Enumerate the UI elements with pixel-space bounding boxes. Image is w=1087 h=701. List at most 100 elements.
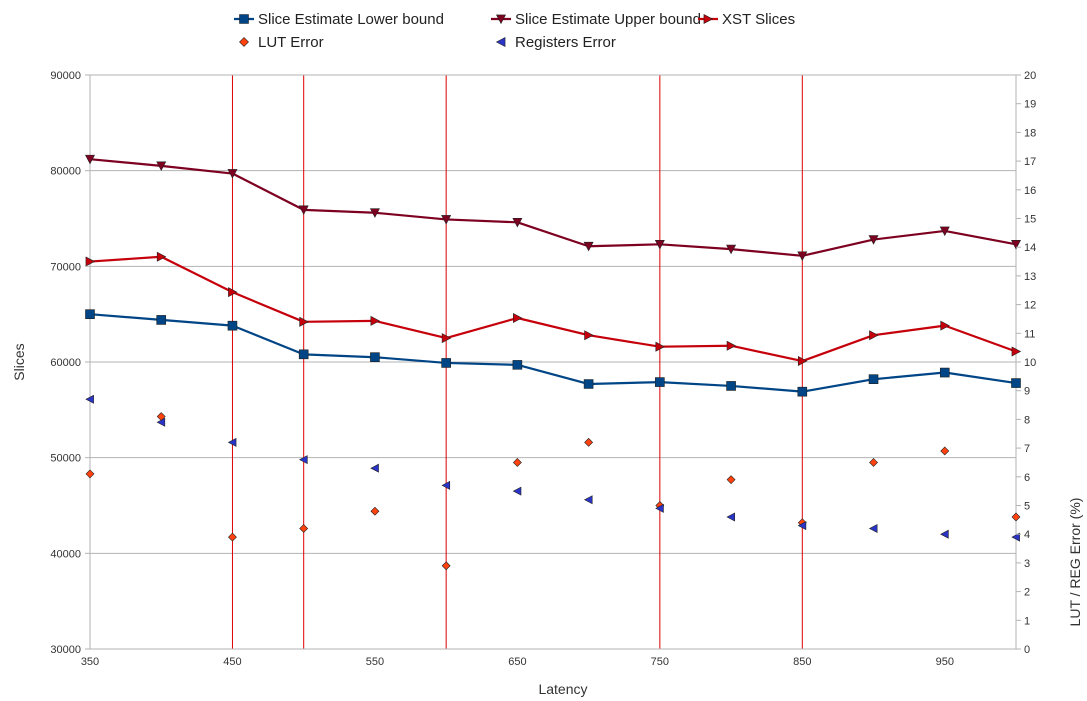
legend-label-lut-error: LUT Error — [258, 34, 324, 51]
marker-registers-error-500 — [299, 455, 308, 465]
marker-registers-error-350 — [85, 394, 94, 404]
legend-marker-slice-estimate-lower-bound — [239, 14, 249, 24]
marker-registers-error-850 — [797, 521, 807, 531]
x-tick-label-950: 950 — [936, 656, 954, 668]
marker-lut-error-600 — [441, 561, 451, 571]
marker-xst-slices-800 — [726, 340, 737, 351]
y2-tick-label-17: 17 — [1024, 156, 1036, 168]
x-tick-label-850: 850 — [793, 656, 811, 668]
marker-registers-error-550 — [370, 463, 379, 473]
marker-registers-error-750 — [655, 503, 664, 513]
y2-tick-label-12: 12 — [1024, 300, 1036, 312]
y-tick-label-90000: 90000 — [50, 70, 81, 82]
marker-registers-error-950 — [940, 529, 949, 539]
legend-label-slice-estimate-lower-bound: Slice Estimate Lower bound — [258, 11, 444, 28]
marker-xst-slices-350 — [85, 256, 96, 267]
marker-slice-estimate-upper-bound-900 — [868, 235, 879, 245]
y2-tick-label-14: 14 — [1024, 242, 1036, 254]
y2-tick-label-4: 4 — [1024, 529, 1030, 541]
y2-tick-label-13: 13 — [1024, 271, 1036, 283]
y-tick-label-40000: 40000 — [50, 548, 81, 560]
y-tick-label-50000: 50000 — [50, 453, 81, 465]
marker-registers-error-450 — [227, 437, 237, 447]
marker-xst-slices-600 — [441, 333, 452, 344]
marker-slice-estimate-lower-bound-1000 — [1011, 378, 1021, 388]
y2-tick-label-19: 19 — [1024, 99, 1036, 111]
y2-tick-label-16: 16 — [1024, 185, 1036, 197]
y2-tick-label-7: 7 — [1024, 443, 1030, 455]
marker-slice-estimate-upper-bound-950 — [939, 226, 950, 237]
y2-axis-title: LUT / REG Error (%) — [1067, 498, 1083, 627]
marker-lut-error-1000 — [1011, 512, 1021, 522]
y2-tick-label-3: 3 — [1024, 558, 1030, 570]
marker-xst-slices-650 — [513, 312, 523, 323]
marker-slice-estimate-lower-bound-750 — [655, 377, 665, 387]
marker-xst-slices-700 — [584, 330, 594, 341]
marker-slice-estimate-upper-bound-800 — [726, 244, 737, 255]
x-tick-label-750: 750 — [651, 656, 669, 668]
marker-slice-estimate-upper-bound-600 — [441, 215, 452, 225]
y2-tick-label-10: 10 — [1024, 357, 1036, 369]
y2-tick-label-8: 8 — [1024, 414, 1030, 426]
marker-lut-error-550 — [370, 506, 380, 516]
y2-tick-label-2: 2 — [1024, 587, 1030, 599]
y-axis-title: Slices — [11, 343, 27, 380]
marker-lut-error-700 — [584, 437, 594, 447]
marker-xst-slices-950 — [940, 320, 950, 331]
y2-tick-label-5: 5 — [1024, 501, 1030, 513]
marker-lut-error-350 — [85, 469, 95, 479]
marker-slice-estimate-lower-bound-700 — [583, 379, 594, 389]
marker-slice-estimate-upper-bound-550 — [369, 208, 380, 218]
legend-marker-slice-estimate-upper-bound — [496, 14, 506, 25]
marker-slice-estimate-lower-bound-650 — [512, 360, 523, 370]
marker-registers-error-400 — [156, 417, 166, 427]
y2-tick-label-11: 11 — [1024, 328, 1035, 340]
marker-slice-estimate-upper-bound-350 — [85, 154, 95, 165]
marker-slice-estimate-upper-bound-500 — [298, 205, 309, 216]
x-axis-title: Latency — [538, 681, 587, 697]
marker-xst-slices-400 — [156, 251, 167, 262]
legend-marker-lut-error — [239, 37, 249, 47]
y-tick-label-70000: 70000 — [50, 261, 81, 273]
marker-lut-error-500 — [299, 524, 309, 533]
marker-lut-error-650 — [512, 458, 522, 467]
y2-tick-label-0: 0 — [1024, 644, 1030, 656]
marker-slice-estimate-upper-bound-1000 — [1011, 239, 1021, 250]
y-tick-label-80000: 80000 — [50, 166, 81, 178]
legend-marker-xst-slices — [703, 14, 714, 24]
marker-xst-slices-550 — [370, 315, 381, 326]
marker-slice-estimate-lower-bound-900 — [868, 374, 879, 385]
marker-slice-estimate-lower-bound-550 — [370, 352, 380, 363]
legend-label-slice-estimate-upper-bound: Slice Estimate Upper bound — [515, 11, 701, 28]
marker-slice-estimate-upper-bound-850 — [797, 251, 808, 261]
y-tick-label-60000: 60000 — [50, 357, 81, 369]
y2-tick-label-15: 15 — [1024, 214, 1036, 226]
marker-slice-estimate-upper-bound-700 — [583, 241, 594, 252]
y2-tick-label-20: 20 — [1024, 70, 1036, 82]
series-line-slice-estimate-lower-bound — [89, 313, 1017, 393]
marker-slice-estimate-lower-bound-600 — [441, 358, 451, 368]
y-tick-label-30000: 30000 — [50, 644, 81, 656]
marker-registers-error-800 — [726, 512, 735, 522]
y-axis-ticks: 30000 40000 50000 60000 70000 80000 90000 — [50, 70, 90, 656]
marker-xst-slices-450 — [228, 287, 238, 298]
marker-registers-error-600 — [441, 480, 451, 490]
marker-slice-estimate-lower-bound-450 — [227, 320, 238, 331]
x-axis-ticks: 350 450 550 650 750 850 950 — [81, 656, 954, 668]
marker-registers-error-700 — [583, 495, 593, 505]
x-tick-label-450: 450 — [223, 656, 241, 668]
marker-registers-error-900 — [868, 523, 878, 533]
marker-slice-estimate-upper-bound-750 — [654, 239, 665, 250]
marker-slice-estimate-upper-bound-450 — [227, 169, 238, 179]
x-tick-label-350: 350 — [81, 656, 99, 668]
marker-xst-slices-850 — [797, 356, 808, 367]
marker-registers-error-650 — [512, 486, 522, 496]
marker-slice-estimate-lower-bound-850 — [797, 386, 808, 397]
legend-label-registers-error: Registers Error — [515, 34, 616, 51]
marker-lut-error-950 — [940, 446, 950, 456]
x-tick-label-650: 650 — [508, 656, 526, 668]
marker-slice-estimate-lower-bound-800 — [726, 381, 736, 391]
grid-lines — [90, 170, 1016, 554]
